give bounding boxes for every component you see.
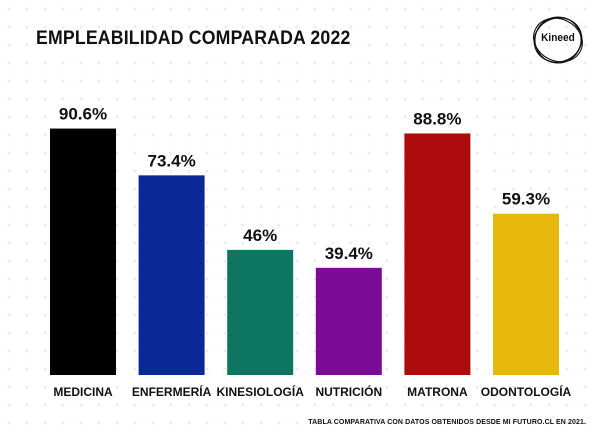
bar-odontologia [493,213,559,375]
data-label-nutricion: 39.4% [325,244,373,263]
category-label-nutricion: NUTRICIÓN [315,384,382,399]
data-label-matrona: 88.8% [413,109,461,128]
bar-nutricion [315,267,382,375]
bar-kinesiologia [227,249,294,375]
kineed-logo-icon [533,16,583,64]
category-label-kinesiologia: KINESIOLOGÍA [217,384,305,399]
data-label-medicina: 90.6% [59,105,107,124]
logo-text: Kineed [541,32,575,44]
bar-matrona [404,133,471,375]
chart-title: EMPLEABILIDAD COMPARADA 2022 [36,28,351,49]
category-label-medicina: MEDICINA [53,385,113,399]
bar-medicina [50,128,116,375]
data-label-kinesiologia: 46% [243,226,277,245]
footnote: TABLA COMPARATIVA CON DATOS OBTENIDOS DE… [308,419,586,426]
category-label-matrona: MATRONA [407,385,468,399]
data-label-odontologia: 59.3% [502,190,550,209]
category-label-odontologia: ODONTOLOGÍA [481,384,572,399]
bar-enfermeria [138,175,205,375]
data-label-enfermeria: 73.4% [147,151,195,170]
category-label-enfermeria: ENFERMERÍA [132,384,212,399]
kineed-logo: Kineed [526,10,590,70]
